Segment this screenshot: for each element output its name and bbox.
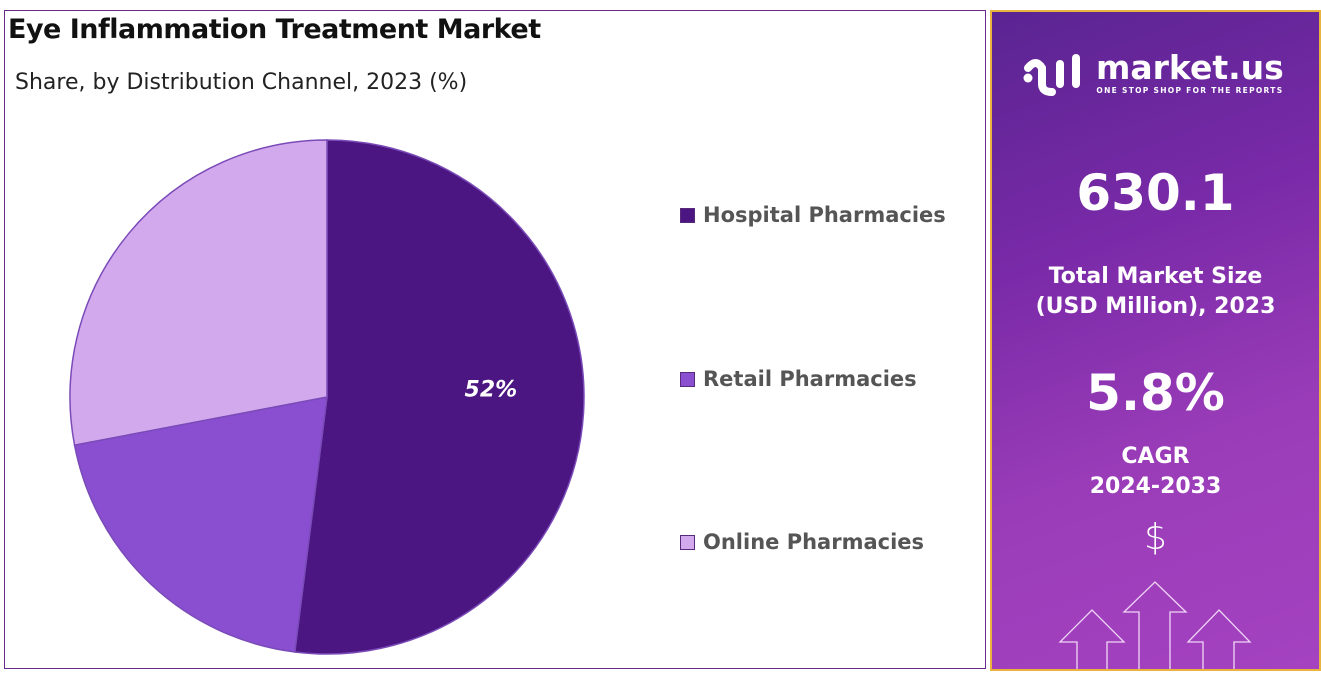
pie-slice-retail-pharmacies bbox=[73, 396, 328, 653]
legend-swatch bbox=[680, 534, 695, 550]
pie-slice-online-pharmacies bbox=[69, 139, 328, 447]
market-size-value: 630.1 bbox=[1076, 164, 1235, 222]
market-us-logo-icon bbox=[1023, 54, 1080, 96]
chart-panel bbox=[4, 10, 986, 669]
dollar-icon: $ bbox=[1144, 517, 1167, 558]
legend-label: Retail Pharmacies bbox=[703, 367, 917, 391]
legend-item-retail: Retail Pharmacies bbox=[680, 367, 917, 391]
cagr-label-1: CAGR bbox=[1121, 444, 1190, 469]
legend-item-hospital: Hospital Pharmacies bbox=[680, 203, 946, 227]
market-size-label-1: Total Market Size bbox=[1048, 264, 1263, 289]
chart-title: Eye Inflammation Treatment Market bbox=[8, 14, 541, 45]
legend-swatch bbox=[680, 207, 695, 223]
market-size-label-2: (USD Million), 2023 bbox=[1035, 294, 1276, 319]
cagr-label-2: 2024-2033 bbox=[1089, 474, 1222, 499]
chart-subtitle: Share, by Distribution Channel, 2023 (%) bbox=[15, 70, 468, 95]
legend-item-online: Online Pharmacies bbox=[680, 530, 924, 554]
pie-slice-hospital-pharmacies bbox=[293, 139, 585, 655]
growth-arrows-icon bbox=[1058, 581, 1252, 669]
data-label: 52% bbox=[465, 378, 518, 403]
brand-logo: market.us ONE STOP SHOP FOR THE REPORTS bbox=[1022, 50, 1284, 96]
brand-tagline: ONE STOP SHOP FOR THE REPORTS bbox=[1096, 86, 1284, 95]
brand-name: market.us bbox=[1096, 48, 1284, 87]
legend-label: Hospital Pharmacies bbox=[703, 203, 946, 227]
legend-swatch bbox=[680, 371, 695, 387]
cagr-value: 5.8% bbox=[1086, 364, 1225, 422]
legend-label: Online Pharmacies bbox=[703, 530, 925, 554]
pie-chart: 52% bbox=[69, 139, 585, 655]
summary-sidebar: market.us ONE STOP SHOP FOR THE REPORTS … bbox=[990, 10, 1321, 671]
